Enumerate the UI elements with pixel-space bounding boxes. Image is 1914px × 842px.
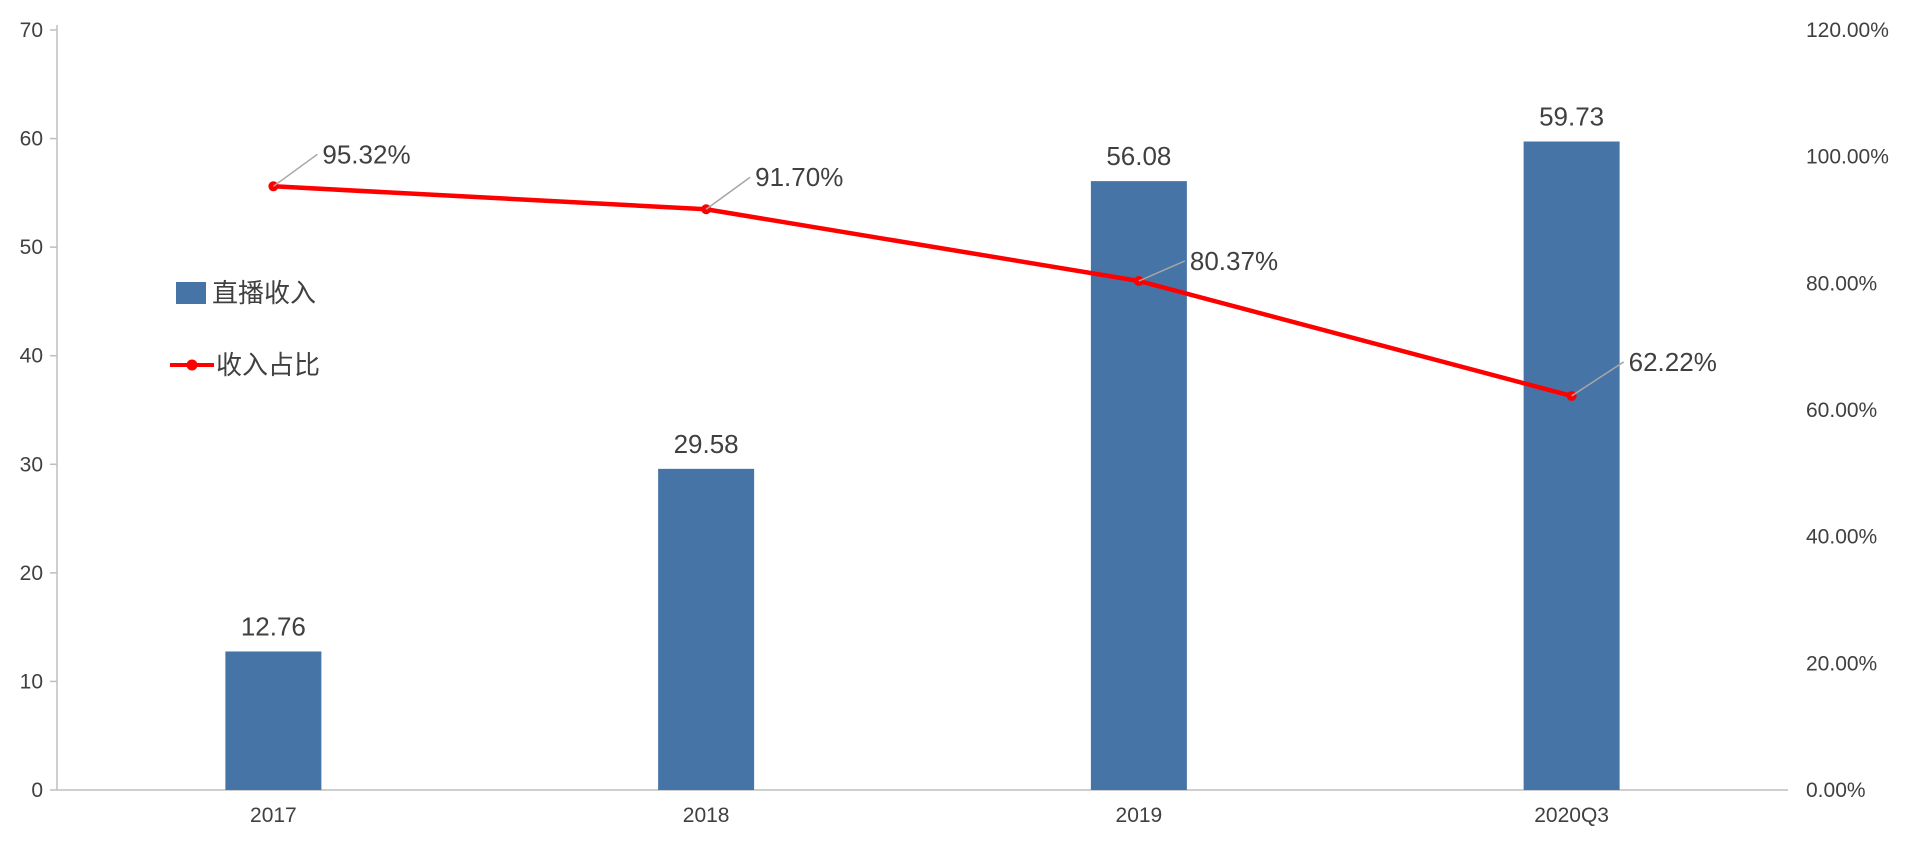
bar-2019: [1090, 181, 1187, 791]
leader-line: [1571, 361, 1625, 397]
bar-2020Q3: [1523, 141, 1620, 790]
category-label: 2017: [250, 804, 297, 827]
bar-value-label: 29.58: [674, 429, 739, 459]
leader-line: [1138, 260, 1186, 282]
category-label: 2019: [1116, 804, 1163, 827]
left-axis-tick-label: 70: [20, 19, 43, 42]
leader-line: [705, 176, 751, 210]
line-series: [271, 184, 1574, 399]
left-axis-tick-label: 30: [20, 453, 43, 476]
right-axis-tick-label: 40.00%: [1806, 526, 1877, 549]
legend-label-bar: 直播收入: [212, 278, 316, 308]
line-value-label: 91.70%: [755, 162, 843, 192]
bar-2018: [658, 468, 755, 790]
right-axis-tick-label: 120.00%: [1806, 19, 1889, 42]
bar-2017: [225, 651, 322, 790]
line-value-label: 80.37%: [1190, 246, 1278, 276]
category-label: 2018: [683, 804, 730, 827]
left-axis-tick-label: 40: [20, 345, 43, 368]
legend-line-marker: [186, 359, 198, 371]
left-axis-tick-label: 20: [20, 562, 43, 585]
leader-line: [272, 153, 318, 187]
line-value-label: 62.22%: [1629, 347, 1717, 377]
line-value-label: 95.32%: [322, 139, 410, 169]
right-axis-tick-label: 60.00%: [1806, 399, 1877, 422]
legend-bar-swatch: [176, 282, 206, 304]
right-axis-tick-label: 80.00%: [1806, 272, 1877, 295]
left-axis-tick-label: 10: [20, 670, 43, 693]
legend-label-line: 收入占比: [216, 350, 320, 380]
right-axis-tick-label: 100.00%: [1806, 146, 1889, 169]
bar-value-label: 56.08: [1106, 141, 1171, 171]
left-axis-tick-label: 60: [20, 128, 43, 151]
bar-value-label: 59.73: [1539, 102, 1604, 132]
left-axis-tick-label: 0: [31, 779, 43, 802]
bar-value-label: 12.76: [241, 611, 306, 641]
right-axis-tick-label: 0.00%: [1806, 779, 1866, 802]
left-axis-tick-label: 50: [20, 236, 43, 259]
right-axis-tick-label: 20.00%: [1806, 652, 1877, 675]
category-label: 2020Q3: [1534, 804, 1609, 827]
